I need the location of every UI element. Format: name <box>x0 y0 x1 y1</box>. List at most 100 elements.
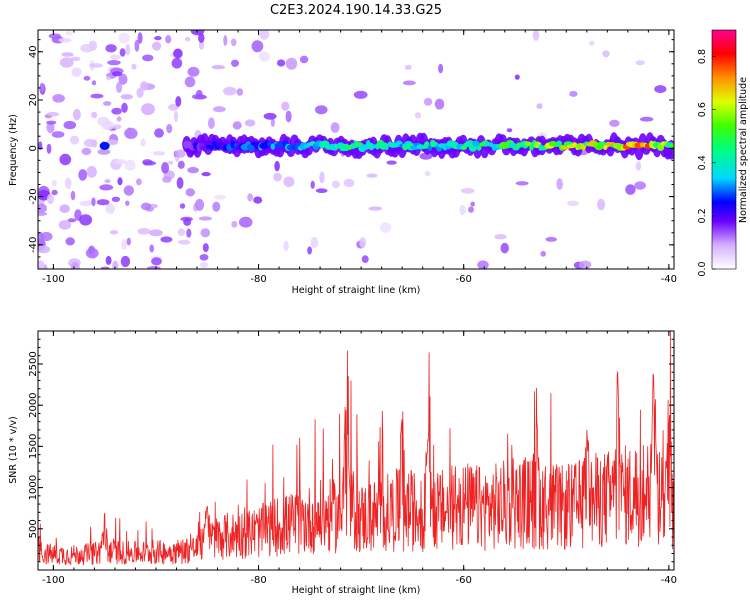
heatmap-cell <box>175 96 182 107</box>
heatmap-cell <box>70 135 80 145</box>
heatmap-cell <box>46 143 52 154</box>
heatmap-cell <box>212 201 221 212</box>
heatmap-cell <box>384 143 389 151</box>
spectrogram-y-tick-label: 20 <box>28 94 39 107</box>
heatmap-cell <box>231 220 238 228</box>
heatmap-cell <box>48 33 61 39</box>
snr-x-tick-label: -60 <box>456 575 472 586</box>
heatmap-cell <box>532 30 540 41</box>
heatmap-cell <box>51 189 58 196</box>
snr-x-label: Height of straight line (km) <box>292 585 421 596</box>
heatmap-cell <box>83 138 97 148</box>
heatmap-cell <box>494 234 507 240</box>
heatmap-cell <box>79 214 93 226</box>
heatmap-cell <box>211 141 217 146</box>
heatmap-cell <box>79 200 93 207</box>
snr-x-tick-label: -80 <box>250 575 266 586</box>
heatmap-cell <box>184 76 196 88</box>
heatmap-cell <box>109 230 119 235</box>
heatmap-cell <box>90 93 104 99</box>
heatmap-cell <box>270 118 275 127</box>
heatmap-cell <box>515 181 529 186</box>
heatmap-cell <box>477 260 489 269</box>
heatmap-cell <box>310 180 315 189</box>
colorbar-tick-label: 0.4 <box>697 155 708 170</box>
heatmap-cell <box>81 147 92 156</box>
colorbar-gradient <box>711 29 737 270</box>
heatmap-cell <box>177 228 186 237</box>
heatmap-cell <box>120 255 131 268</box>
heatmap-cell <box>105 44 117 53</box>
heatmap-cell <box>107 60 121 66</box>
heatmap-cell <box>121 102 128 113</box>
colorbar-tick-label: 0.2 <box>697 208 708 223</box>
heatmap-cell <box>64 177 72 190</box>
heatmap-cell <box>71 67 82 77</box>
heatmap-cell <box>472 140 480 147</box>
heatmap-cell <box>198 33 205 43</box>
heatmap-cell <box>195 94 207 100</box>
heatmap-cell <box>343 178 355 188</box>
heatmap-cell <box>231 59 239 67</box>
heatmap-cell <box>125 200 130 206</box>
heatmap-cell <box>366 173 378 178</box>
heatmap-cell <box>236 88 244 96</box>
heatmap-cell <box>423 97 433 106</box>
heatmap-cell <box>201 172 211 177</box>
heatmap-cell <box>111 107 122 115</box>
heatmap-cell <box>61 52 74 57</box>
heatmap-cell <box>137 32 143 44</box>
heatmap-cell <box>168 103 179 111</box>
heatmap-cell <box>123 185 134 196</box>
heatmap-cell <box>176 177 184 189</box>
heatmap-cell <box>194 198 205 211</box>
heatmap-cell <box>185 188 195 197</box>
heatmap-cell <box>139 81 149 91</box>
heatmap-cell <box>200 228 211 238</box>
heatmap-cell <box>202 243 209 253</box>
heatmap-cell <box>470 201 475 207</box>
snr-frame <box>37 330 675 571</box>
heatmap-cell <box>85 248 99 259</box>
heatmap-cell <box>589 40 595 46</box>
heatmap-cell <box>536 103 543 109</box>
heatmap-cell <box>105 203 116 214</box>
heatmap-cell <box>38 260 45 269</box>
heatmap-cell <box>119 48 126 57</box>
heatmap-cell <box>106 76 111 81</box>
heatmap-cell <box>106 139 118 146</box>
heatmap-cell <box>140 202 152 211</box>
snr-x-tick-label: -100 <box>42 575 65 586</box>
heatmap-cell <box>65 31 73 36</box>
heatmap-cell <box>116 116 122 122</box>
heatmap-cell <box>137 228 151 235</box>
heatmap-cell <box>468 206 474 213</box>
heatmap-cell <box>121 239 127 250</box>
heatmap-cell <box>86 166 97 178</box>
heatmap-cell <box>263 112 277 120</box>
heatmap-cell <box>213 106 226 113</box>
heatmap-cell <box>238 216 253 228</box>
heatmap-cell <box>114 159 127 165</box>
heatmap-cell <box>38 245 51 254</box>
heatmap-cell <box>91 197 96 207</box>
heatmap-cell <box>230 38 237 47</box>
heatmap-cell <box>91 111 98 119</box>
colorbar: 0.0 0.2 0.4 0.6 0.8 Normalized spectral ampl… <box>697 29 749 277</box>
heatmap-cell <box>259 30 270 40</box>
heatmap-cell <box>149 244 154 253</box>
heatmap-cell <box>173 48 183 59</box>
heatmap-cell <box>603 144 608 150</box>
heatmap-cell <box>359 237 367 249</box>
heatmap-cell <box>99 184 114 191</box>
heatmap-cell <box>414 112 422 119</box>
heatmap-cell <box>253 196 263 204</box>
heatmap-cell <box>118 32 130 44</box>
spectrogram-x-ticks: -100 -80 -60 -40 <box>42 30 677 285</box>
heatmap-cell <box>208 117 215 129</box>
figure-title: C2E3.2024.190.14.33.G25 <box>270 3 442 18</box>
spectrogram-x-tick-label: -40 <box>661 274 677 285</box>
heatmap-cell <box>669 143 674 149</box>
snr-x-ticks: -100 -80 -60 -40 <box>42 331 677 586</box>
